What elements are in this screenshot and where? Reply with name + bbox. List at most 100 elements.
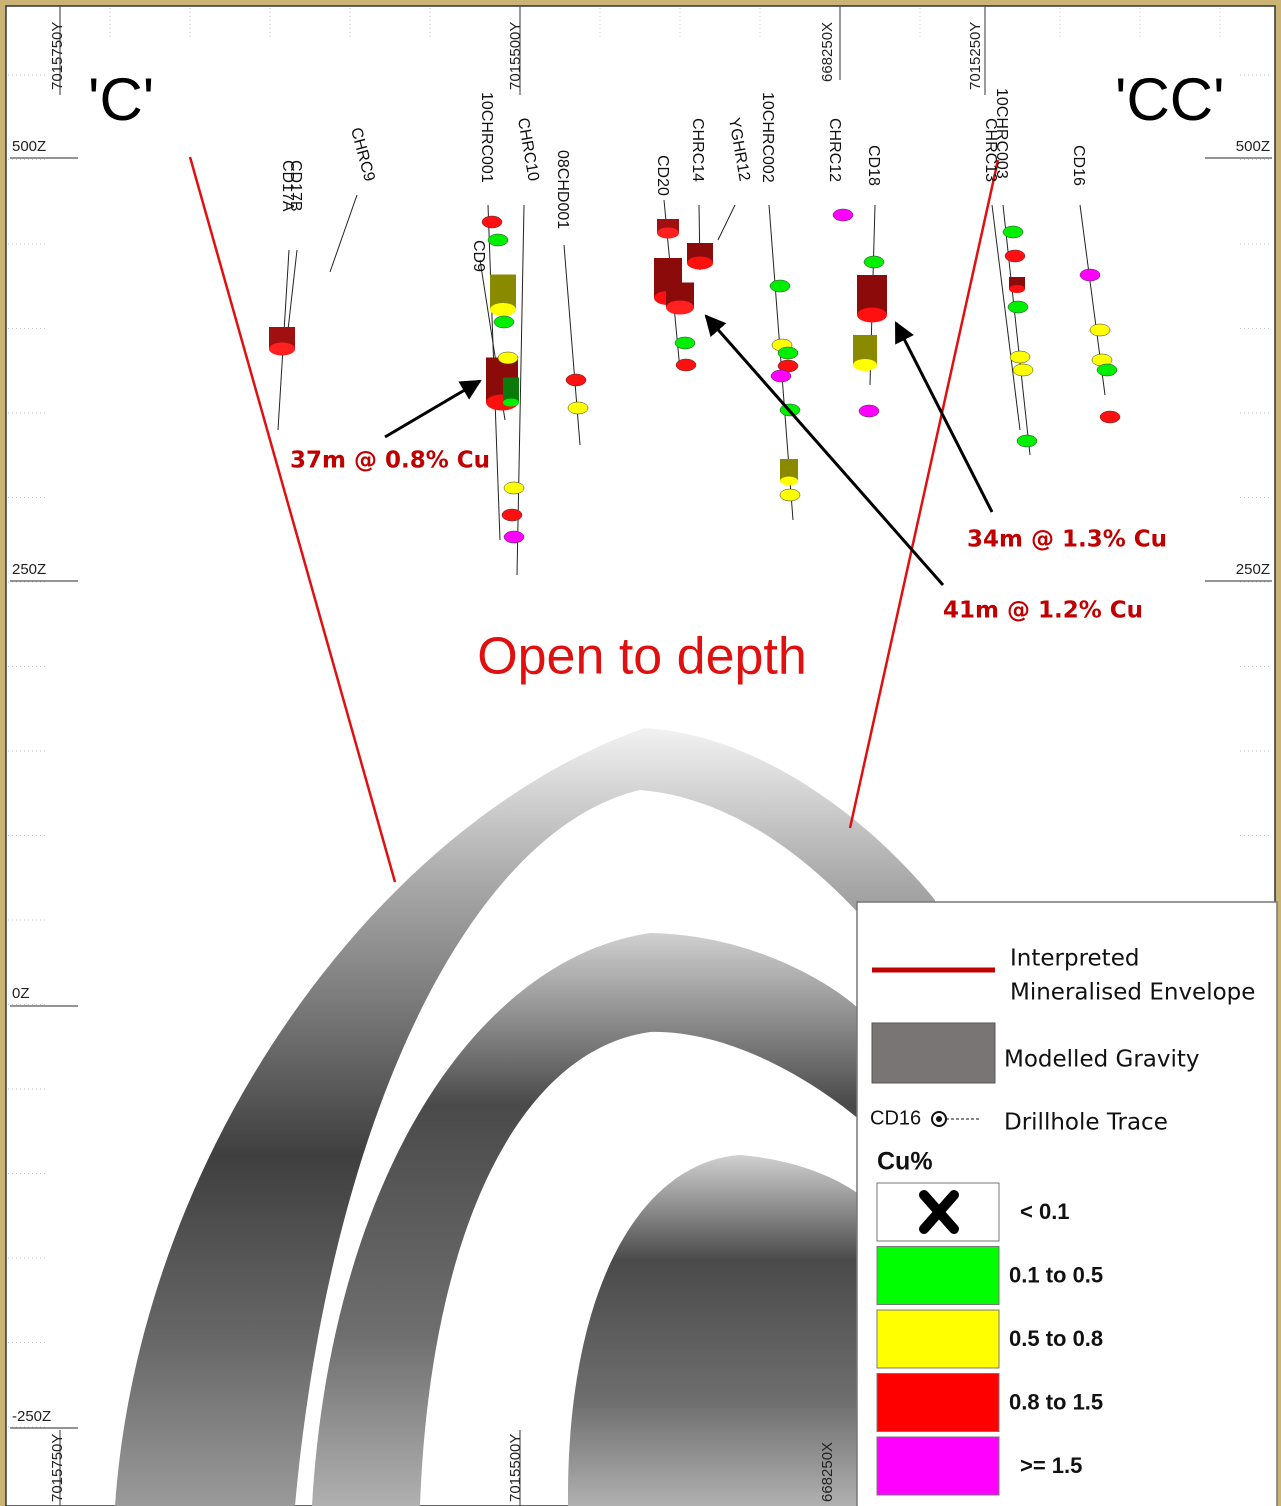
drillhole-label: CD20 bbox=[654, 155, 671, 196]
intercept bbox=[493, 315, 515, 329]
intercept bbox=[666, 300, 694, 315]
drillhole-label: CD17B bbox=[287, 160, 304, 212]
legend-swatch bbox=[876, 1373, 1000, 1432]
drill-trace bbox=[1002, 204, 1031, 456]
intercept bbox=[1004, 249, 1026, 263]
drillhole-label: 08CHD001 bbox=[554, 150, 571, 229]
intercept-label: 34m @ 1.3% Cu bbox=[967, 527, 1167, 553]
grid-label: 500Z bbox=[1236, 138, 1270, 155]
legend-label: Modelled Gravity bbox=[1004, 1047, 1200, 1073]
intercept bbox=[487, 233, 509, 247]
legend: Interpreted Mineralised Envelope Modelle… bbox=[856, 901, 1278, 1506]
intercept bbox=[503, 481, 525, 495]
intercept bbox=[481, 215, 503, 229]
legend-label: >= 1.5 bbox=[1020, 1453, 1082, 1478]
intercept bbox=[1009, 350, 1031, 364]
legend-swatch bbox=[871, 1022, 996, 1084]
legend-title: Cu% bbox=[877, 1148, 933, 1176]
intercept bbox=[687, 256, 713, 270]
drillhole-label: CHRC14 bbox=[689, 118, 706, 182]
grid-label: 668250X bbox=[819, 1442, 836, 1502]
grid-label: 500Z bbox=[12, 138, 46, 155]
grid-label: 668250X bbox=[819, 22, 836, 82]
intercept bbox=[503, 398, 519, 407]
drillhole-label: CHRC13 bbox=[982, 118, 999, 182]
intercept bbox=[858, 404, 880, 418]
intercept bbox=[777, 346, 799, 360]
intercept-label: 37m @ 0.8% Cu bbox=[290, 448, 490, 474]
intercept bbox=[1089, 323, 1111, 337]
intercept bbox=[503, 530, 525, 544]
section-label: 'C' bbox=[88, 66, 154, 133]
drillhole-label: CD18 bbox=[865, 145, 882, 186]
intercept bbox=[770, 369, 792, 383]
intercept bbox=[269, 342, 295, 356]
legend-swatch bbox=[876, 1436, 1000, 1496]
legend-sample: CD16 bbox=[870, 1107, 921, 1129]
legend-icon bbox=[919, 1190, 959, 1234]
intercept bbox=[780, 476, 798, 486]
arrow bbox=[894, 321, 994, 513]
intercept bbox=[565, 373, 587, 387]
legend-label: Drillhole Trace bbox=[1004, 1110, 1168, 1136]
intercept bbox=[674, 336, 696, 350]
cu-classes: < 0.1 0.1 to 0.5 0.5 to 0.8 0.8 to 1.5 >= 1.… bbox=[876, 1182, 1103, 1496]
legend-label: 0.1 to 0.5 bbox=[1009, 1262, 1103, 1287]
intercept bbox=[853, 359, 877, 371]
open-note: Open to depth bbox=[477, 628, 807, 686]
collar-symbol bbox=[936, 1116, 942, 1122]
gravity-body bbox=[115, 728, 935, 1506]
grid-label: 250Z bbox=[1236, 561, 1270, 578]
legend-swatch bbox=[876, 1309, 1000, 1369]
grid-label: 0Z bbox=[12, 985, 30, 1002]
legend-label: Mineralised Envelope bbox=[1010, 980, 1255, 1006]
intercept-label: 41m @ 1.2% Cu bbox=[943, 598, 1143, 624]
intercept bbox=[567, 401, 589, 415]
legend-label: < 0.1 bbox=[1020, 1199, 1070, 1224]
drillhole-label: 10CHRC001 bbox=[478, 92, 495, 183]
intercept bbox=[769, 279, 791, 293]
grid-label: 7015750Y bbox=[49, 1434, 66, 1502]
intercept bbox=[1096, 363, 1118, 377]
intercept bbox=[675, 358, 697, 372]
drill-trace bbox=[991, 204, 1021, 431]
intercept bbox=[1007, 300, 1029, 314]
intercept bbox=[1079, 268, 1101, 282]
drillhole-label: CHRC12 bbox=[826, 118, 843, 182]
grid-label: 7015750Y bbox=[49, 22, 66, 90]
intercept bbox=[779, 488, 801, 502]
intercept bbox=[1012, 363, 1034, 377]
intercept bbox=[832, 208, 854, 222]
section-label: 'CC' bbox=[1115, 66, 1225, 133]
intercept bbox=[503, 377, 519, 403]
envelope-line bbox=[848, 159, 1000, 829]
drill-trace bbox=[329, 194, 358, 273]
gravity-body bbox=[567, 1155, 860, 1506]
legend-label: Interpreted bbox=[1010, 946, 1139, 972]
gravity-body bbox=[312, 933, 860, 1506]
intercept bbox=[1016, 434, 1038, 448]
legend-swatch bbox=[876, 1246, 1000, 1305]
envelope-line bbox=[188, 156, 397, 883]
grid-label: 250Z bbox=[12, 561, 46, 578]
grid-label: 7015500Y bbox=[507, 1434, 524, 1502]
drillhole-label: CD9 bbox=[470, 240, 487, 272]
arrow bbox=[384, 379, 482, 439]
intercept bbox=[1002, 225, 1024, 239]
intercept bbox=[501, 508, 523, 522]
drillhole-label: 10CHRC002 bbox=[759, 92, 776, 183]
grid-label: 7015500Y bbox=[507, 22, 524, 90]
intercept bbox=[1009, 285, 1025, 293]
intercept bbox=[490, 303, 516, 316]
intercept bbox=[497, 351, 519, 365]
intercept bbox=[780, 459, 798, 481]
grid-label: 7015250Y bbox=[967, 22, 984, 90]
drillhole-label: 10CHRC003 bbox=[993, 88, 1010, 179]
arrow bbox=[704, 314, 945, 586]
drillhole-label: CD16 bbox=[1070, 145, 1087, 186]
legend-label: 0.8 to 1.5 bbox=[1009, 1389, 1103, 1414]
intercept bbox=[863, 255, 885, 269]
intercept bbox=[657, 227, 679, 239]
